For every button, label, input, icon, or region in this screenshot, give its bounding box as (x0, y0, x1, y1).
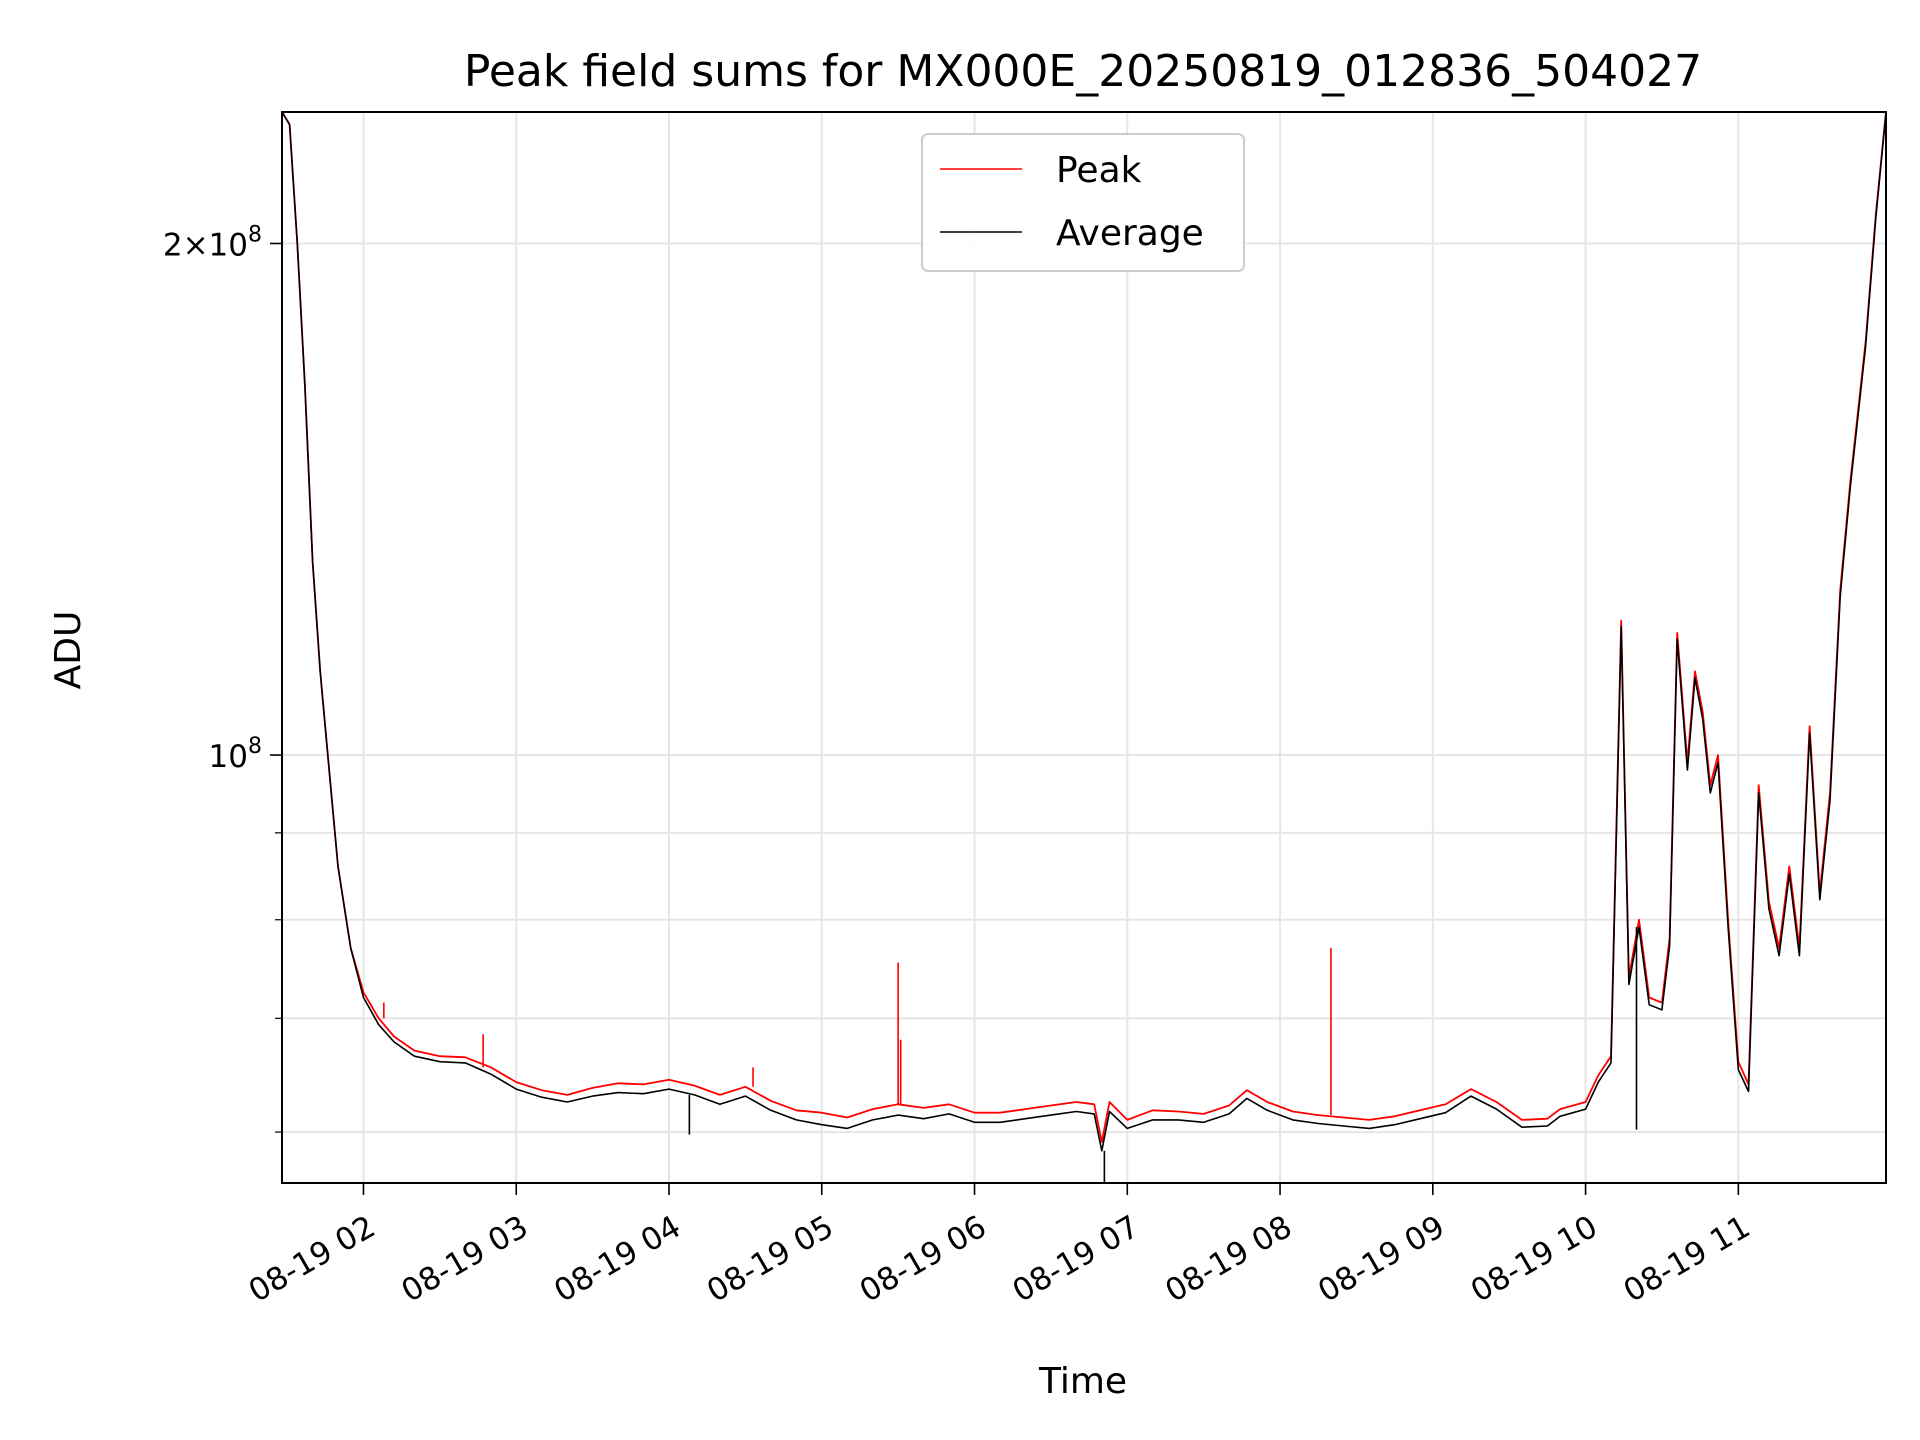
chart-title: Peak field sums for MX000E_20250819_0128… (464, 46, 1702, 97)
legend-label-average: Average (1056, 213, 1204, 254)
y-axis-label: ADU (48, 611, 89, 690)
plot-frame (281, 111, 1887, 1184)
x-axis-label: Time (1038, 1361, 1127, 1402)
series-layer (282, 112, 1886, 1183)
legend-label-peak: Peak (1056, 150, 1142, 191)
y-tick-label: 2×108 (163, 222, 262, 263)
series-line-average (282, 112, 1886, 1152)
legend: Peak Average (921, 133, 1245, 272)
